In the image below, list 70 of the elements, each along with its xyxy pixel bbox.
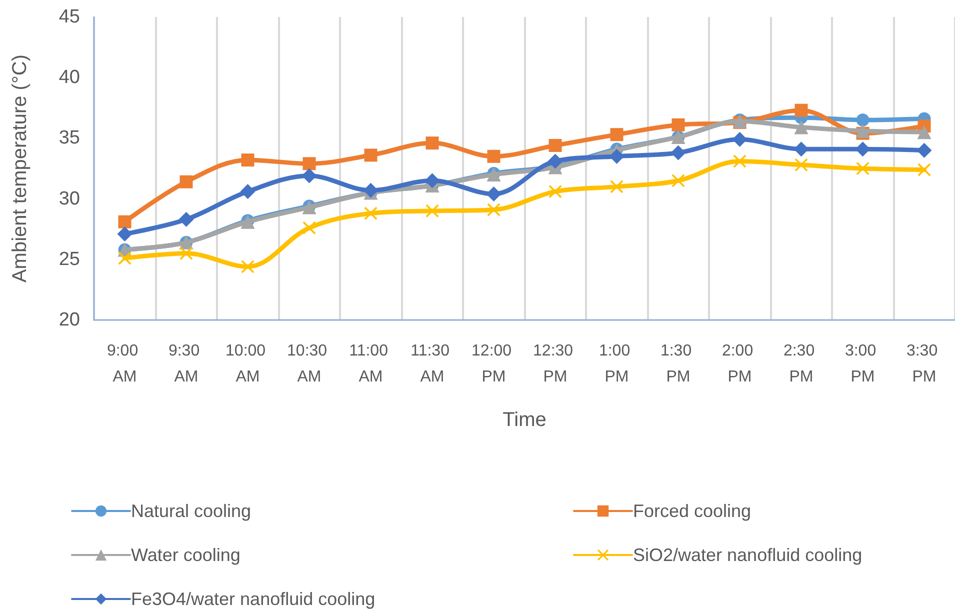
y-tick-label: 30 — [58, 188, 80, 210]
point — [363, 182, 378, 198]
point — [856, 124, 870, 138]
point — [672, 174, 685, 188]
point — [240, 184, 256, 200]
point — [241, 260, 254, 274]
point — [426, 204, 439, 218]
point — [486, 186, 502, 202]
legend-label: Natural cooling — [131, 501, 252, 521]
point — [118, 252, 132, 265]
point — [548, 185, 562, 198]
legend-label: Water cooling — [131, 545, 240, 565]
x-tick-label: 11:30 AM — [410, 342, 454, 386]
point — [610, 128, 624, 142]
x-tick-label: 9:30 AM — [168, 342, 204, 386]
point — [487, 203, 500, 216]
x-tick-label: 12:00 PM — [472, 342, 516, 386]
y-tick-label: 40 — [58, 67, 80, 88]
x-tick-label: 2:00 PM — [722, 342, 758, 386]
x-tick-label: 11:00 AM — [349, 342, 392, 386]
point — [794, 120, 808, 134]
x-tick-label: 2:30 PM — [783, 342, 820, 386]
y-tick-label: 25 — [58, 248, 80, 270]
point — [609, 148, 624, 164]
point — [855, 142, 870, 157]
legend-label: SiO2/water nanofluid cooling — [633, 545, 862, 565]
point — [794, 104, 808, 117]
point — [424, 173, 440, 188]
point — [548, 154, 563, 169]
point — [426, 136, 439, 150]
point — [733, 154, 746, 168]
y-tick-label: 35 — [58, 128, 80, 149]
x-tick-label: 3:30 PM — [906, 342, 942, 386]
x-axis-title: Time — [502, 409, 546, 431]
x-tick-label: 1:30 PM — [660, 342, 696, 386]
point — [917, 125, 932, 140]
point — [241, 154, 254, 167]
point — [548, 138, 562, 152]
point — [856, 162, 870, 175]
point — [916, 142, 932, 158]
x-tick-label: 10:00 AM — [226, 342, 270, 386]
y-tick-label: 45 — [58, 6, 80, 28]
x-tick-label: 9:00 AM — [106, 342, 143, 386]
point — [180, 175, 193, 188]
point — [117, 226, 132, 242]
y-axis-title: Ambient temperature (°C) — [9, 54, 31, 283]
point — [302, 221, 316, 234]
point — [364, 148, 378, 162]
point — [487, 150, 500, 163]
x-tick-label: 10:30 AM — [287, 342, 332, 386]
point — [302, 157, 316, 170]
point — [856, 114, 870, 127]
point — [794, 142, 809, 157]
legend-label: Forced cooling — [633, 501, 752, 521]
point — [918, 163, 931, 176]
point — [180, 246, 193, 260]
x-tick-label: 1:00 PM — [598, 342, 635, 386]
point — [178, 212, 194, 227]
point — [118, 215, 132, 228]
y-tick-label: 20 — [58, 310, 80, 330]
point — [670, 145, 686, 160]
point — [794, 158, 808, 172]
point — [672, 118, 685, 132]
point — [364, 206, 378, 220]
point — [610, 180, 624, 194]
point — [302, 168, 317, 184]
point — [732, 132, 748, 147]
x-tick-label: 3:00 PM — [844, 342, 881, 386]
x-tick-label: 12:30 PM — [533, 342, 578, 386]
legend-label: Fe3O4/water nanofluid cooling — [131, 589, 376, 609]
